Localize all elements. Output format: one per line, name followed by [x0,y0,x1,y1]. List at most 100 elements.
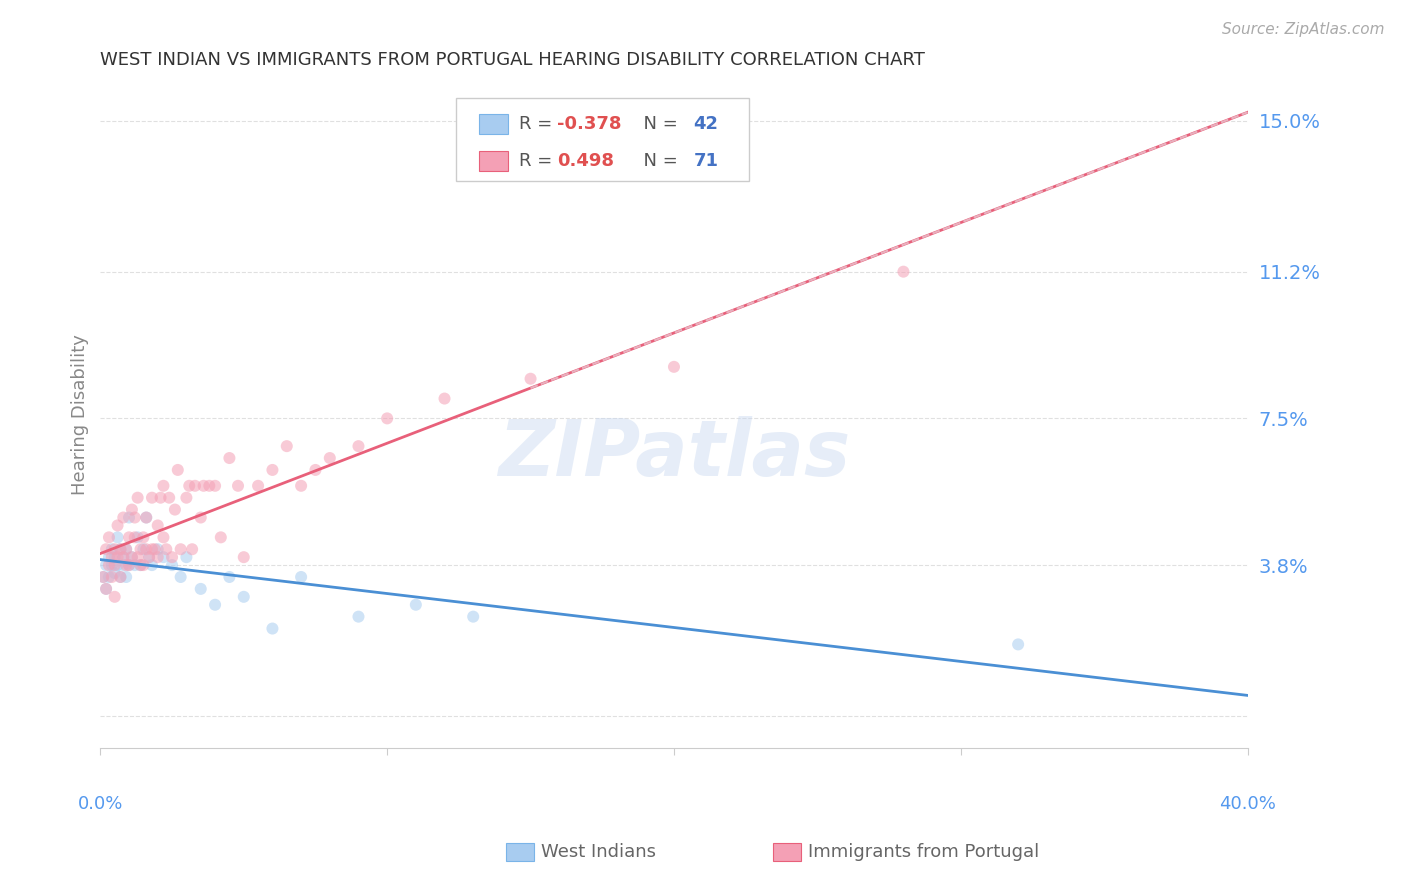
Point [112,550,135,565]
Point [112,550,135,565]
Point [115,542,138,557]
Point [121,550,143,565]
Point [141,558,163,573]
Point [118,530,141,544]
Point [127,550,149,565]
Point [146,542,169,557]
Text: Source: ZipAtlas.com: Source: ZipAtlas.com [1222,22,1385,37]
Point [104,542,127,557]
Point [94,582,117,596]
Point [290,479,312,493]
Point [91,570,114,584]
Point [662,359,685,374]
FancyBboxPatch shape [456,98,748,181]
Point [135,510,157,524]
Point [135,510,157,524]
Point [107,530,129,544]
Point [209,530,232,544]
Y-axis label: Hearing Disability: Hearing Disability [72,334,89,495]
Point [157,491,180,505]
Point [124,558,146,573]
Point [118,558,141,573]
Point [319,450,342,465]
Point [107,518,129,533]
Point [152,530,174,544]
Point [375,411,398,425]
Point [94,558,117,573]
Point [276,439,298,453]
Point [160,558,183,573]
Point [101,570,124,584]
FancyBboxPatch shape [479,151,508,171]
Point [118,510,141,524]
Point [110,570,132,584]
Point [115,570,138,584]
Point [135,542,157,557]
Point [104,550,127,565]
Point [262,622,284,636]
Point [132,530,155,544]
Point [232,590,254,604]
Point [101,558,124,573]
Point [138,550,160,565]
Point [110,570,132,584]
Point [115,542,138,557]
Point [143,542,166,557]
Point [146,518,169,533]
Point [115,558,138,573]
Point [155,542,177,557]
Point [166,463,188,477]
Point [112,558,135,573]
Point [101,542,124,557]
Point [141,542,163,557]
Point [104,566,127,580]
Point [129,542,152,557]
Point [218,570,240,584]
Point [138,550,160,565]
Point [181,542,204,557]
Point [118,558,141,573]
Point [129,558,152,573]
Point [129,558,152,573]
Point [104,590,127,604]
Point [519,372,541,386]
Point [893,265,915,279]
Point [304,463,326,477]
Point [101,550,124,565]
Text: WEST INDIAN VS IMMIGRANTS FROM PORTUGAL HEARING DISABILITY CORRELATION CHART: WEST INDIAN VS IMMIGRANTS FROM PORTUGAL … [100,51,925,69]
Point [190,510,212,524]
Point [107,550,129,565]
Point [121,550,143,565]
Text: N =: N = [631,152,683,170]
Point [433,392,456,406]
Point [127,530,149,544]
FancyBboxPatch shape [479,114,508,135]
Point [176,491,198,505]
Point [193,479,215,493]
Point [347,439,370,453]
Text: 71: 71 [693,152,718,170]
Point [152,479,174,493]
Point [463,609,485,624]
Text: Immigrants from Portugal: Immigrants from Portugal [808,843,1039,861]
Point [160,550,183,565]
Point [97,570,120,584]
Point [94,542,117,557]
Point [163,502,186,516]
Point [152,550,174,565]
Point [107,558,129,573]
Point [97,550,120,565]
Point [184,479,207,493]
Point [104,558,127,573]
Point [347,609,370,624]
Point [94,582,117,596]
Point [169,542,191,557]
Point [124,530,146,544]
Point [110,542,132,557]
Text: ZIPatlas: ZIPatlas [498,417,851,492]
Point [176,550,198,565]
Point [198,479,221,493]
Point [218,450,240,465]
Text: R =: R = [519,115,558,133]
Point [132,558,155,573]
